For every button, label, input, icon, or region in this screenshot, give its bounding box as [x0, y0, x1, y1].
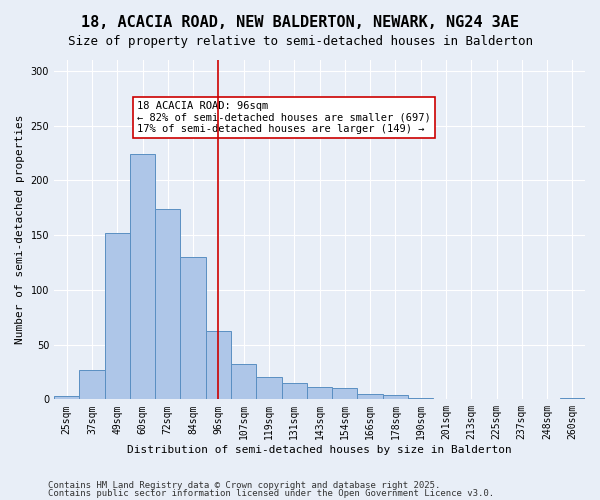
X-axis label: Distribution of semi-detached houses by size in Balderton: Distribution of semi-detached houses by …: [127, 445, 512, 455]
Bar: [332, 388, 358, 400]
Text: 18, ACACIA ROAD, NEW BALDERTON, NEWARK, NG24 3AE: 18, ACACIA ROAD, NEW BALDERTON, NEWARK, …: [81, 15, 519, 30]
Bar: [383, 395, 408, 400]
Bar: [104, 233, 130, 400]
Bar: [206, 332, 231, 400]
Bar: [79, 370, 104, 400]
Bar: [281, 383, 307, 400]
Bar: [358, 394, 383, 400]
Bar: [408, 398, 433, 400]
Bar: [181, 257, 206, 400]
Bar: [130, 154, 155, 400]
Text: Contains public sector information licensed under the Open Government Licence v3: Contains public sector information licen…: [48, 488, 494, 498]
Bar: [560, 398, 585, 400]
Bar: [256, 378, 281, 400]
Bar: [54, 396, 79, 400]
Text: Size of property relative to semi-detached houses in Balderton: Size of property relative to semi-detach…: [67, 35, 533, 48]
Bar: [155, 209, 181, 400]
Text: Contains HM Land Registry data © Crown copyright and database right 2025.: Contains HM Land Registry data © Crown c…: [48, 481, 440, 490]
Text: 18 ACACIA ROAD: 96sqm
← 82% of semi-detached houses are smaller (697)
17% of sem: 18 ACACIA ROAD: 96sqm ← 82% of semi-deta…: [137, 100, 431, 134]
Y-axis label: Number of semi-detached properties: Number of semi-detached properties: [15, 115, 25, 344]
Bar: [307, 388, 332, 400]
Bar: [231, 364, 256, 400]
